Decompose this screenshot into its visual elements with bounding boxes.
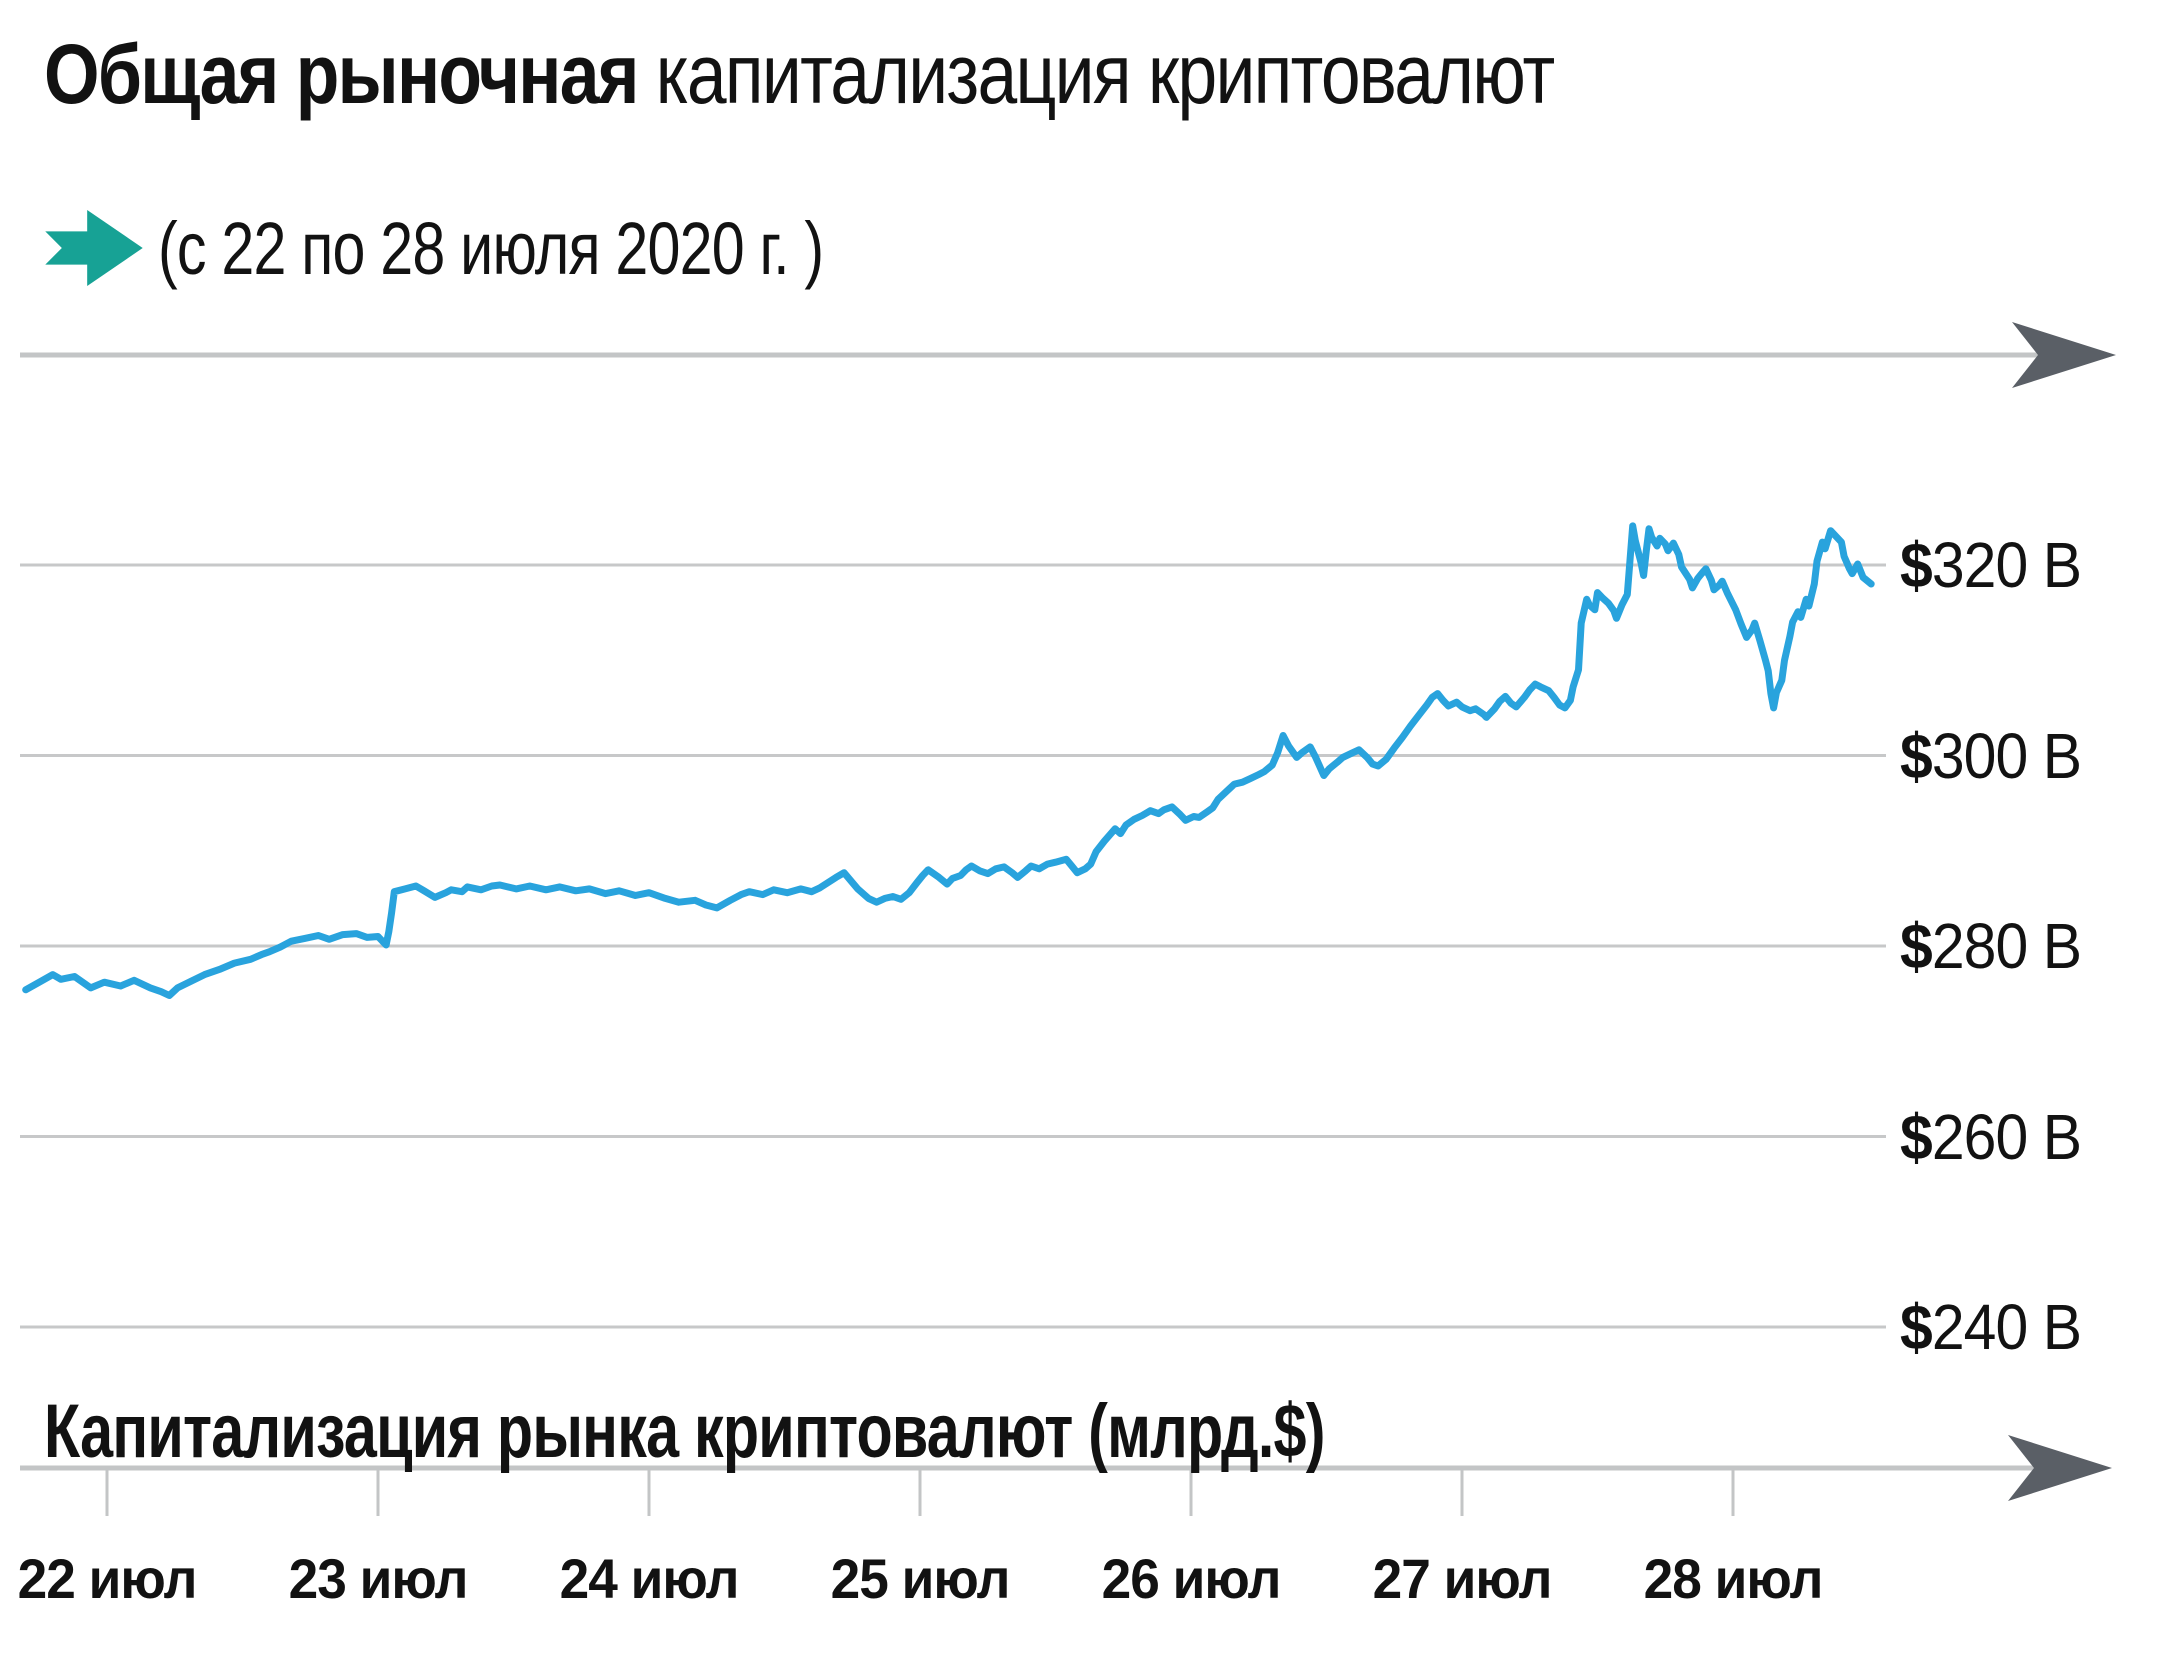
x-tick-label: 22 июл — [17, 1547, 198, 1610]
page-title: Общая рыночная капитализация криптовалют — [44, 27, 1555, 121]
x-tick-label: 24 июл — [559, 1547, 740, 1610]
y-tick-label: $260 B — [1900, 1100, 2082, 1173]
page-title-bold: Общая рыночная — [44, 27, 639, 121]
top-axis-arrowhead-icon — [2012, 322, 2116, 388]
y-tick-label: $300 B — [1900, 719, 2082, 792]
y-tick-label: $320 B — [1900, 529, 2082, 601]
bottom-axis-arrowhead-icon — [2008, 1435, 2112, 1501]
y-tick-label: $240 B — [1900, 1291, 2082, 1363]
x-tick-label: 26 июл — [1101, 1547, 1282, 1610]
page-title-rest: капитализация криптовалют — [637, 27, 1555, 121]
x-tick-label: 28 июл — [1643, 1547, 1824, 1610]
market-cap-line — [22, 522, 1875, 999]
x-tick-label: 23 июл — [288, 1547, 469, 1610]
page-subtitle: (с 22 по 28 июля 2020 г. ) — [158, 207, 824, 290]
subtitle-arrow-icon — [45, 210, 143, 286]
bottom-axis-caption: Капитализация рынка криптовалют (млрд.$) — [44, 1389, 1325, 1474]
y-tick-label: $280 B — [1900, 910, 2082, 982]
x-tick-label: 27 июл — [1372, 1547, 1553, 1610]
x-tick-label: 25 июл — [830, 1547, 1011, 1610]
